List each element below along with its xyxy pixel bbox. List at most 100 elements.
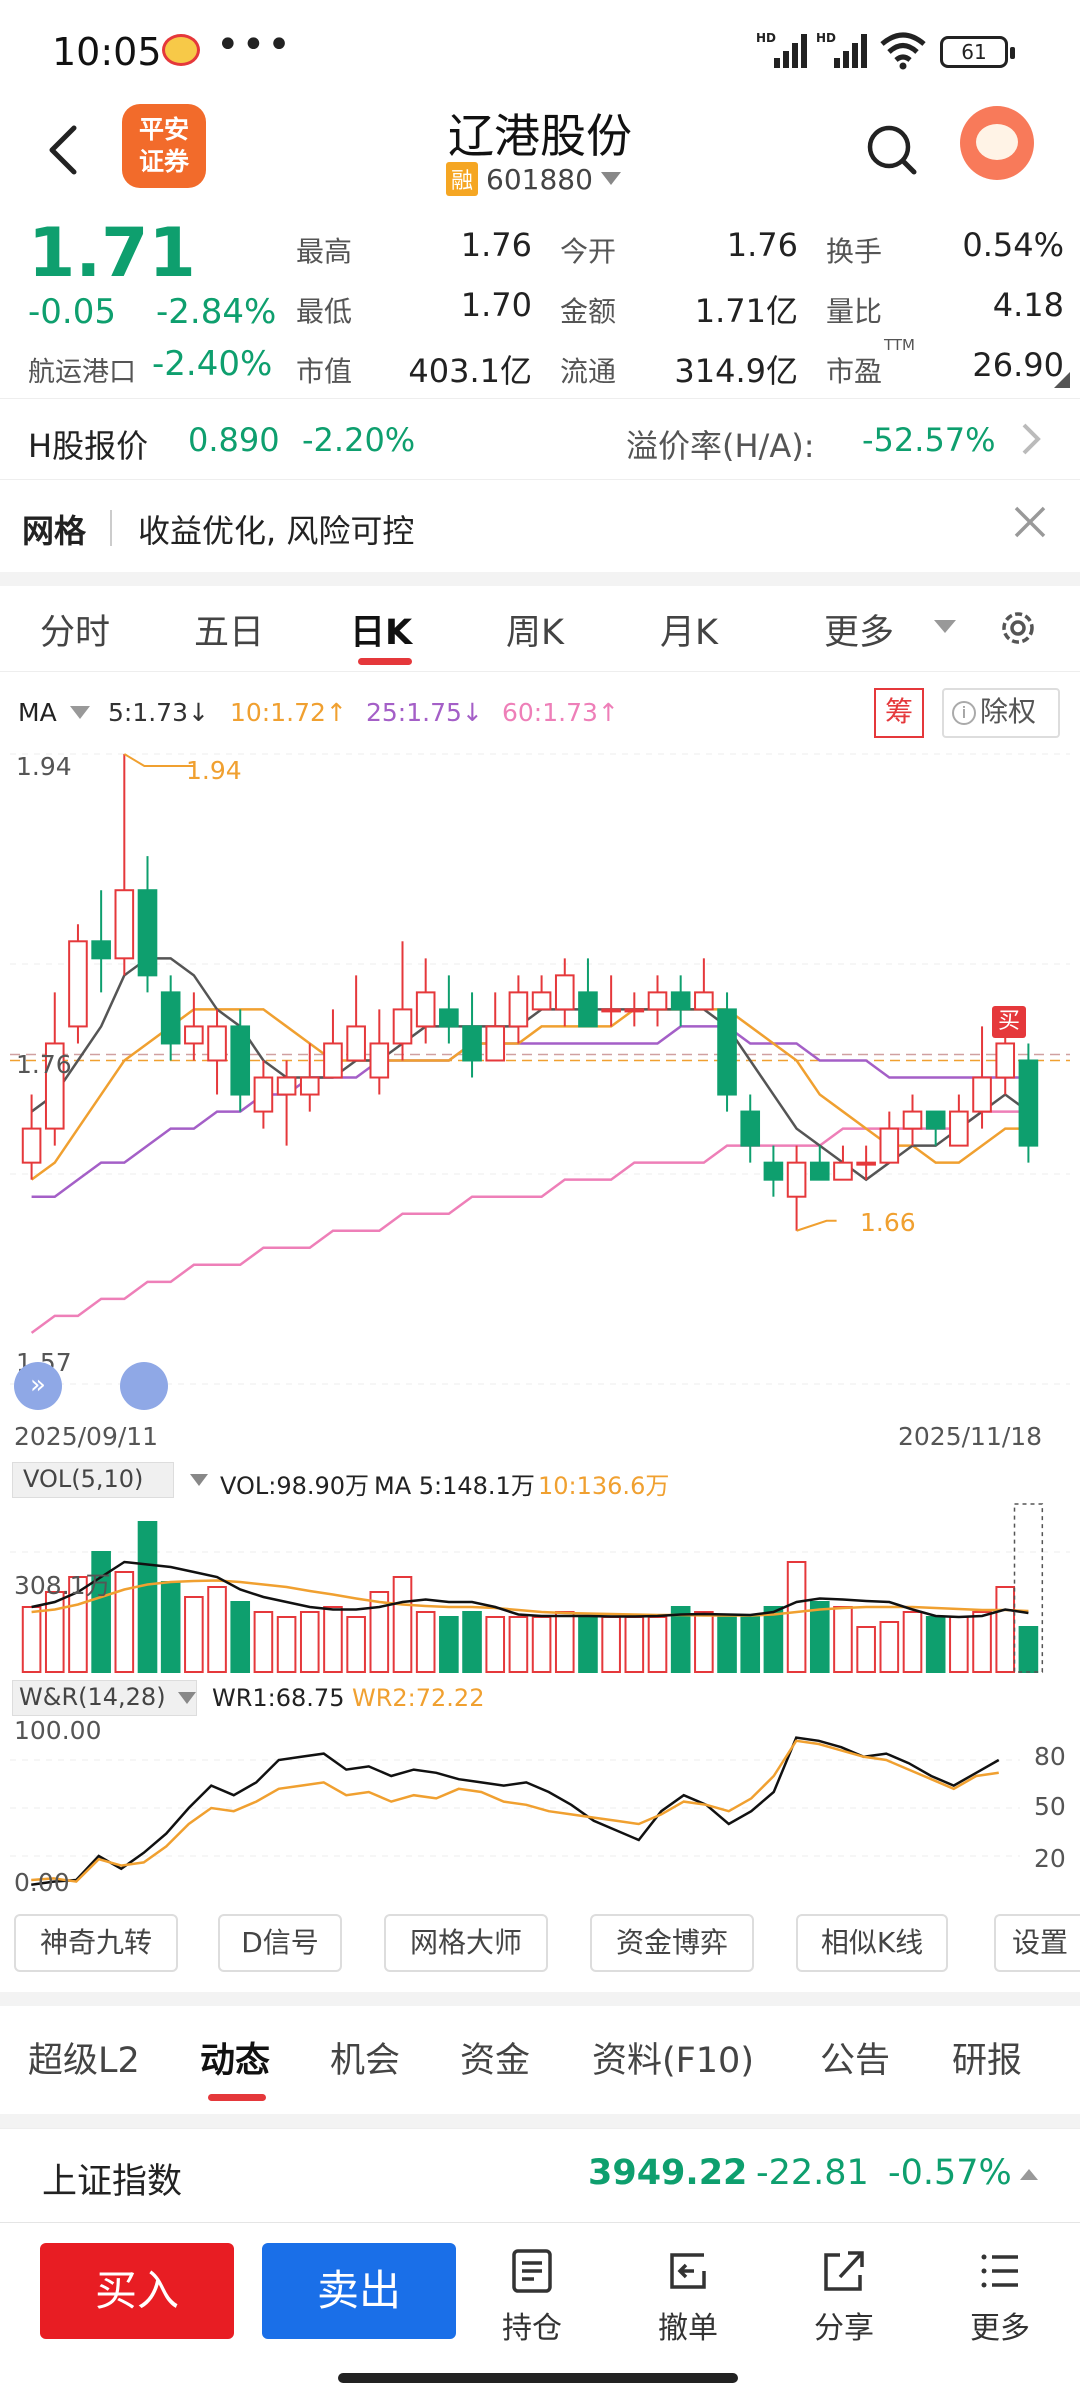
grid-banner[interactable]: 网格 收益优化, 风险可控 [0,480,1080,572]
volume-bar [230,1601,251,1673]
low-annotation: 1.66 [860,1208,916,1237]
caret-up-icon[interactable] [1020,2169,1038,2180]
tab-f10[interactable]: 资料(F10) [592,2041,754,2081]
volume-bar [299,1611,320,1673]
tab-monthly-k[interactable]: 月K [660,613,718,653]
candle [184,992,204,1061]
volume-bar [346,1616,366,1673]
more-button[interactable]: 更多 [950,2247,1050,2347]
candle [624,992,645,1027]
svg-text:HD: HD [816,31,836,45]
candle [253,1060,274,1129]
event-marker-icon[interactable] [120,1362,168,1410]
candle-body [439,1008,459,1028]
tool-grid-master[interactable]: 网格大师 [384,1914,548,1972]
volume-bar [439,1616,459,1673]
position-icon [512,2249,552,2293]
expand-corner-icon[interactable] [1054,372,1070,388]
tab-opportunity[interactable]: 机会 [330,2041,401,2081]
candle [44,992,65,1146]
volume-bar [601,1616,621,1673]
kline-chart[interactable]: 1.94 1.76 1.57 1.94 1.66 买 » [10,744,1070,1410]
tab-more[interactable]: 更多 [824,613,895,653]
market-index-row[interactable]: 上证指数 3949.22 -22.81 -0.57% [0,2128,1080,2220]
caret-down-icon[interactable] [70,706,90,720]
volume-svg[interactable] [10,1500,1070,1676]
tab-announcements[interactable]: 公告 [820,2041,891,2081]
section-tabs: 超级L2 动态 机会 资金 资料(F10) 公告 研报 [0,2010,1080,2108]
tab-intraday[interactable]: 分时 [40,613,111,653]
hshare-price: 0.890 [188,421,280,459]
kline-svg[interactable] [10,744,1070,1404]
tool-similar-k[interactable]: 相似K线 [796,1914,948,1972]
hshare-bar[interactable]: H股报价 0.890 -2.20% 溢价率(H/A): -52.57% [0,398,1080,480]
tool-fund-game[interactable]: 资金博弈 [590,1914,754,1972]
ma-label[interactable]: MA [18,698,57,727]
vol-indicator-select[interactable]: VOL(5,10) [12,1462,175,1498]
chevron-down-icon [600,172,621,185]
volume-bar [160,1581,181,1673]
candle-body [91,940,111,960]
turnover-value: 0.54% [962,226,1064,264]
volume-chart[interactable]: 308.1万 [10,1500,1070,1676]
tab-dynamics[interactable]: 动态 [200,2041,271,2081]
volume-bar [578,1616,598,1673]
caret-down-icon[interactable] [178,1692,196,1705]
wr-indicator-select[interactable]: W&R(14,28) [12,1680,197,1716]
candle [601,975,621,1027]
close-icon[interactable] [1010,502,1050,542]
search-icon[interactable] [862,120,922,180]
ex-rights-button[interactable]: i 除权 [942,688,1060,738]
index-name: 上证指数 [42,2162,183,2202]
volume-bar [207,1586,227,1673]
candle [833,1145,853,1181]
tab-research[interactable]: 研报 [952,2041,1023,2081]
volume-bar [508,1616,529,1673]
gear-icon[interactable] [996,606,1040,650]
pe-value: 26.90 [972,346,1064,384]
section-separator [0,1992,1080,2006]
tab-super-l2[interactable]: 超级L2 [28,2041,140,2081]
candle [809,1145,830,1181]
avatar[interactable] [960,106,1034,180]
caret-down-icon[interactable] [190,1474,208,1487]
wr1-value: WR1:68.75 [212,1684,345,1712]
candle [114,754,135,976]
wr-svg[interactable] [10,1718,1070,1896]
tab-funds[interactable]: 资金 [460,2041,531,2081]
tab-five-day[interactable]: 五日 [194,613,265,653]
tab-daily-k[interactable]: 日K [350,613,413,653]
sector-name[interactable]: 航运港口 [28,357,136,388]
fast-forward-icon[interactable]: » [14,1362,62,1410]
position-button[interactable]: 持仓 [482,2247,582,2347]
share-button[interactable]: 分享 [794,2247,894,2347]
volume-bar [763,1606,784,1673]
tool-settings[interactable]: 设置 [994,1914,1080,1972]
volume-bar [786,1561,807,1673]
candle-body [601,1008,621,1013]
stock-code-row[interactable]: 融 601880 [446,162,621,196]
candle [439,975,459,1044]
open-value: 1.76 [726,226,798,264]
candle [972,1026,992,1129]
chip-distribution-button[interactable]: 筹 [874,688,924,738]
ma10-value: 10:1.72↑ [230,698,347,727]
candle [740,1094,761,1163]
wifi-icon [880,32,926,70]
info-icon: i [952,701,976,725]
volume-bar [1018,1626,1039,1673]
wr-chart[interactable]: 100.00 0.00 80 50 20 [10,1716,1070,1897]
sell-button[interactable]: 卖出 [262,2243,456,2339]
volume-bar [856,1626,876,1673]
back-arrow-icon[interactable] [40,120,90,180]
buy-button[interactable]: 买入 [40,2243,234,2339]
tab-weekly-k[interactable]: 周K [506,613,564,653]
pe-label: 市盈 [826,355,883,388]
high-label: 最高 [296,235,353,268]
broker-logo: 平安 证券 [122,104,206,188]
buy-signal-badge[interactable]: 买 [992,1006,1026,1038]
tool-magic-nine[interactable]: 神奇九转 [14,1914,178,1972]
tool-d-signal[interactable]: D信号 [218,1914,342,1972]
cancel-order-button[interactable]: 撤单 [638,2247,738,2347]
ma10-line [30,1008,1029,1181]
